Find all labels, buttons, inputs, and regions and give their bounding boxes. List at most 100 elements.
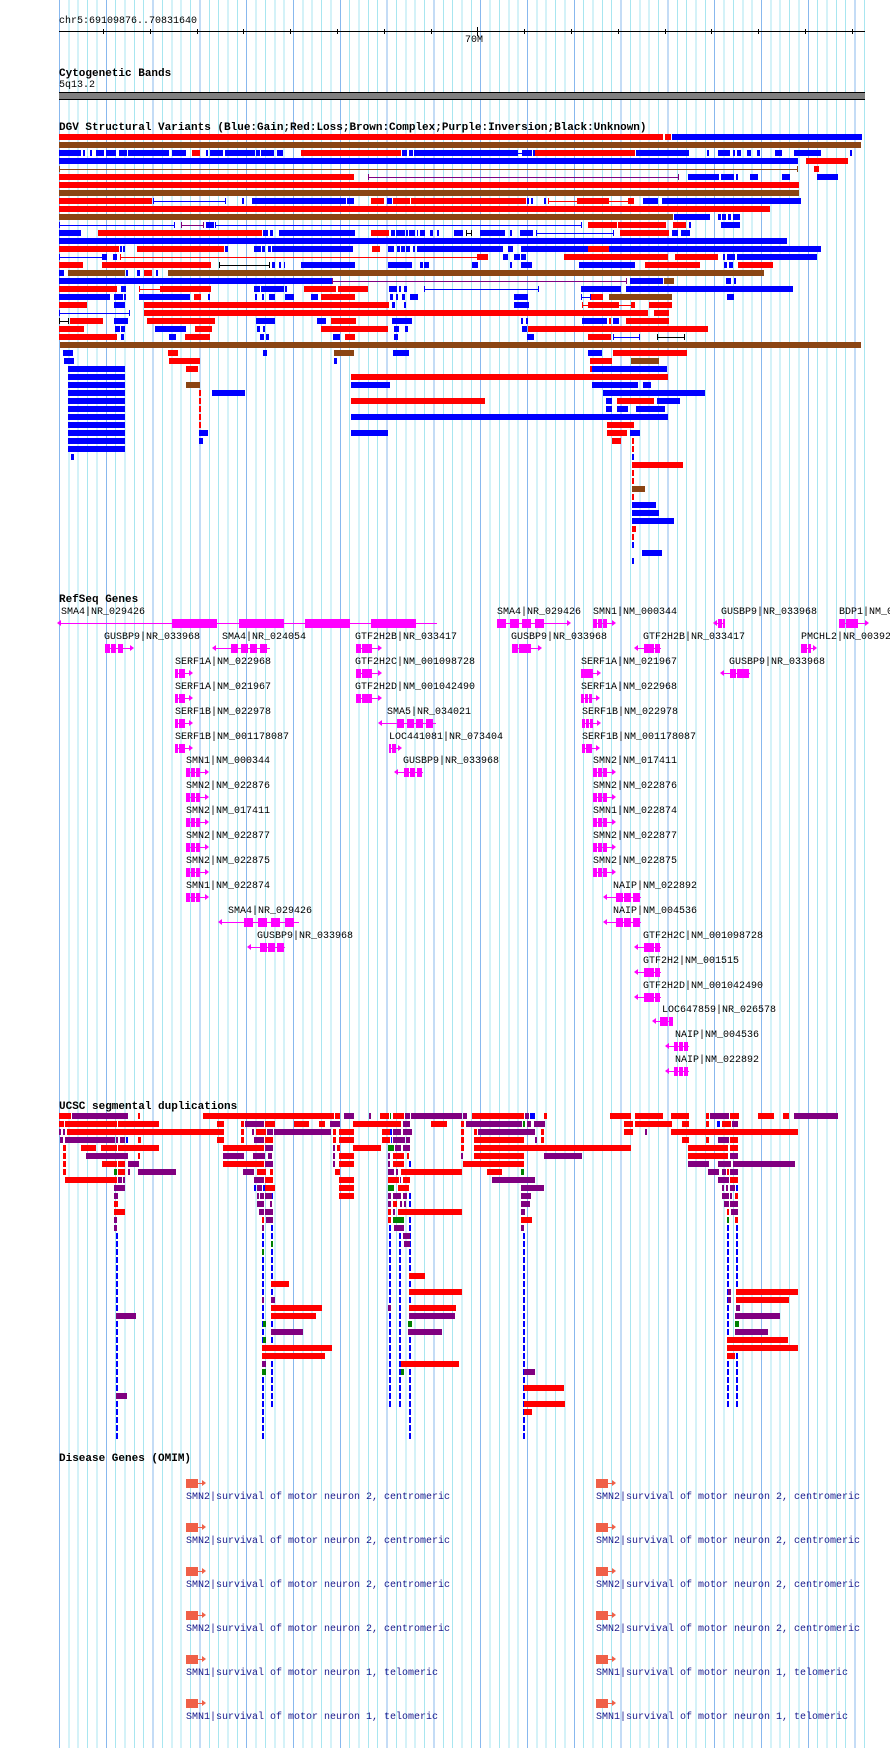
segdup-feature[interactable] xyxy=(758,1113,774,1119)
segdup-feature[interactable] xyxy=(265,1185,275,1191)
dgv-variant[interactable] xyxy=(144,310,648,316)
dgv-variant[interactable] xyxy=(817,174,838,180)
segdup-feature[interactable] xyxy=(241,1121,244,1127)
omim-gene-label[interactable]: SMN2|survival of motor neuron 2, centrom… xyxy=(186,1624,451,1635)
dgv-variant[interactable] xyxy=(681,230,690,236)
gene-label[interactable]: PMCHL2|NR_00392 xyxy=(801,632,890,643)
segdup-feature[interactable] xyxy=(404,1201,406,1207)
segdup-feature[interactable] xyxy=(388,1193,391,1199)
dgv-variant[interactable] xyxy=(123,246,125,252)
segdup-feature[interactable] xyxy=(390,1113,391,1119)
gene-label[interactable]: SMA4|NR_029426 xyxy=(61,607,146,618)
segdup-feature[interactable] xyxy=(262,1233,264,1239)
dgv-variant[interactable] xyxy=(632,534,634,540)
segdup-feature[interactable] xyxy=(727,1217,729,1223)
segdup-feature[interactable] xyxy=(523,1233,525,1239)
segdup-feature[interactable] xyxy=(393,1129,401,1135)
segdup-feature[interactable] xyxy=(399,1273,401,1279)
segdup-feature[interactable] xyxy=(523,1345,525,1351)
segdup-feature[interactable] xyxy=(474,1153,524,1159)
segdup-feature[interactable] xyxy=(252,1129,254,1135)
segdup-feature[interactable] xyxy=(116,1329,118,1335)
dgv-variant[interactable] xyxy=(528,326,708,332)
segdup-feature[interactable] xyxy=(409,1417,411,1423)
dgv-variant[interactable] xyxy=(632,526,636,532)
segdup-feature[interactable] xyxy=(271,1369,273,1375)
dgv-variant[interactable] xyxy=(199,414,201,420)
segdup-feature[interactable] xyxy=(59,1121,64,1127)
segdup-feature[interactable] xyxy=(274,1129,331,1135)
segdup-feature[interactable] xyxy=(466,1121,522,1127)
dgv-variant[interactable] xyxy=(114,318,128,324)
dgv-variant[interactable] xyxy=(630,278,663,284)
segdup-feature[interactable] xyxy=(730,1137,738,1143)
omim-gene-label[interactable]: SMN2|survival of motor neuron 2, centrom… xyxy=(596,1536,861,1547)
segdup-feature[interactable] xyxy=(688,1145,728,1151)
segdup-feature[interactable] xyxy=(523,1257,525,1263)
segdup-feature[interactable] xyxy=(393,1217,404,1223)
segdup-feature[interactable] xyxy=(265,1161,273,1167)
segdup-feature[interactable] xyxy=(730,1145,738,1151)
segdup-feature[interactable] xyxy=(114,1193,118,1199)
dgv-variant[interactable] xyxy=(321,294,355,300)
segdup-feature[interactable] xyxy=(530,1113,535,1119)
segdup-feature[interactable] xyxy=(736,1273,738,1279)
omim-track-title[interactable]: Disease Genes (OMIM) xyxy=(59,1453,192,1465)
segdup-feature[interactable] xyxy=(391,1137,392,1143)
dgv-variant[interactable] xyxy=(737,150,741,156)
segdup-feature[interactable] xyxy=(523,1377,525,1383)
dgv-variant[interactable] xyxy=(59,182,799,188)
segdup-feature[interactable] xyxy=(671,1113,689,1119)
dgv-variant[interactable] xyxy=(156,270,158,276)
dgv-variant[interactable] xyxy=(402,150,407,156)
segdup-feature[interactable] xyxy=(735,1313,780,1319)
gene-label[interactable]: SERF1B|NM_001178087 xyxy=(582,732,697,743)
segdup-feature[interactable] xyxy=(265,1193,272,1199)
dgv-variant[interactable] xyxy=(279,230,350,236)
dgv-variant[interactable] xyxy=(317,318,326,324)
gene-label[interactable]: SMN1|NM_022874 xyxy=(593,806,678,817)
segdup-feature[interactable] xyxy=(521,1225,524,1231)
dgv-variant[interactable] xyxy=(260,334,264,340)
dgv-variant[interactable] xyxy=(208,294,210,300)
segdup-feature[interactable] xyxy=(624,1121,633,1127)
dgv-variant[interactable] xyxy=(351,398,485,404)
segdup-feature[interactable] xyxy=(535,1137,537,1143)
dgv-variant[interactable] xyxy=(59,262,83,268)
omim-gene-model[interactable] xyxy=(186,1611,206,1620)
segdup-feature[interactable] xyxy=(63,1153,66,1159)
segdup-feature[interactable] xyxy=(369,1113,371,1119)
dgv-variant[interactable] xyxy=(114,302,125,308)
segdup-feature[interactable] xyxy=(409,1353,411,1359)
segdup-feature[interactable] xyxy=(409,1273,425,1279)
dgv-variant[interactable] xyxy=(68,270,125,276)
omim-gene-label[interactable]: SMN1|survival of motor neuron 1, telomer… xyxy=(186,1712,439,1723)
segdup-feature[interactable] xyxy=(271,1241,273,1247)
gene-label[interactable]: GUSBP9|NR_033968 xyxy=(257,931,354,942)
dgv-variant[interactable] xyxy=(417,230,418,236)
dgv-variant[interactable] xyxy=(206,150,208,156)
dgv-variant[interactable] xyxy=(262,294,264,300)
omim-gene-label[interactable]: SMN2|survival of motor neuron 2, centrom… xyxy=(596,1624,861,1635)
segdup-feature[interactable] xyxy=(262,1257,264,1263)
segdup-feature[interactable] xyxy=(72,1113,128,1119)
segdup-feature[interactable] xyxy=(263,1185,265,1191)
dgv-variant[interactable] xyxy=(632,446,634,452)
dgv-variant[interactable] xyxy=(673,222,686,228)
dgv-variant[interactable] xyxy=(168,270,764,276)
segdup-feature[interactable] xyxy=(262,1305,264,1311)
segdup-feature[interactable] xyxy=(389,1273,391,1279)
segdup-feature[interactable] xyxy=(262,1297,264,1303)
dgv-variant[interactable] xyxy=(521,318,523,324)
omim-gene-model[interactable] xyxy=(596,1611,616,1620)
segdup-feature[interactable] xyxy=(265,1177,273,1183)
segdup-feature[interactable] xyxy=(116,1137,118,1143)
segdup-feature[interactable] xyxy=(262,1241,264,1247)
segdup-feature[interactable] xyxy=(388,1209,391,1215)
gene-label[interactable]: SMN2|NM_017411 xyxy=(593,756,678,767)
dgv-variant[interactable] xyxy=(527,334,534,340)
segdup-feature[interactable] xyxy=(523,1121,525,1127)
gene-model[interactable] xyxy=(356,644,382,653)
dgv-variant[interactable] xyxy=(121,334,124,340)
dgv-variant[interactable] xyxy=(137,270,140,276)
